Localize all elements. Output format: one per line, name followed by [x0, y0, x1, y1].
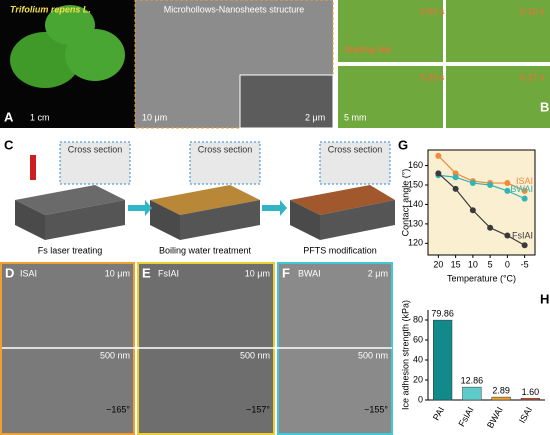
panel-label: D	[5, 265, 14, 280]
x-tick-label: 15	[451, 259, 461, 269]
leaflet	[45, 5, 95, 45]
point	[504, 187, 511, 194]
point	[521, 187, 528, 194]
point	[435, 170, 442, 177]
x-tick-label: 10	[468, 259, 478, 269]
scale: 10 μm	[105, 268, 130, 278]
bar	[433, 319, 453, 401]
y-tick-label: 140	[408, 199, 423, 209]
scale: 1 cm	[30, 112, 50, 122]
point	[487, 182, 494, 188]
scale: 10 μm	[142, 112, 167, 122]
y-tick-label: 80	[413, 314, 423, 324]
cross-section: Cross section	[198, 144, 253, 154]
time: 0.00 s	[420, 6, 445, 16]
y-tick-label: 40	[413, 354, 423, 364]
panel-label: C	[4, 137, 14, 152]
time: 0.10 s	[520, 6, 545, 16]
process	[15, 141, 395, 240]
y-label: Ice adhesion strength (kPa)	[400, 300, 410, 410]
photo	[338, 0, 443, 62]
panel-label: B	[540, 99, 549, 114]
y-tick-label: 0	[418, 394, 423, 404]
sample: ISAI	[20, 268, 37, 278]
series-name: BWAI	[510, 184, 533, 194]
value-label: 79.86	[431, 309, 454, 319]
panel-label: E	[142, 265, 151, 280]
cross-section: Cross section	[328, 144, 383, 154]
y-tick-label: 120	[408, 238, 423, 248]
panel-label: H	[540, 291, 549, 306]
point	[435, 152, 442, 159]
panel-label: F	[282, 265, 290, 280]
point	[469, 180, 476, 187]
time: 0.23 s	[420, 72, 445, 82]
x-tick-label: 0	[505, 259, 510, 269]
photo	[338, 66, 443, 128]
series-name: FsIAI	[512, 231, 533, 241]
angle: ~157°	[246, 404, 270, 414]
structure: Microhollows-Nanosheets structure	[164, 4, 305, 14]
x-tick-label: ISAI	[517, 405, 534, 425]
panel-label: G	[398, 137, 408, 152]
y-tick-label: 130	[408, 218, 423, 228]
angle: ~155°	[364, 404, 388, 414]
bar	[520, 398, 540, 401]
scale: 500 nm	[100, 350, 130, 360]
value-label: 12.86	[461, 376, 484, 386]
step: PFTS modification	[303, 245, 377, 255]
scale: 500 nm	[240, 350, 270, 360]
sem-inset	[239, 74, 334, 129]
step: Boiling water treatment	[159, 245, 252, 255]
y-tick-label: 20	[413, 374, 423, 384]
y-label: Contact angle (°)	[400, 169, 410, 237]
point	[452, 185, 459, 192]
y-tick-label: 60	[413, 334, 423, 344]
point	[504, 180, 511, 187]
plot-bg	[427, 149, 536, 256]
sample: FsIAI	[158, 268, 179, 278]
start-line: Starting line	[344, 44, 392, 54]
x-label: Temperature (°C)	[447, 273, 516, 283]
point	[504, 232, 511, 239]
x-tick-label: 20	[433, 259, 443, 269]
time: 0.17 s	[520, 72, 545, 82]
x-tick-label: BWAI	[485, 405, 505, 430]
leaflet	[10, 32, 80, 88]
point	[521, 195, 528, 202]
x-tick-label: 5	[488, 259, 493, 269]
bar	[462, 386, 482, 401]
value-label: 1.60	[522, 387, 540, 397]
scale: 2 μm	[305, 112, 325, 122]
scale: 5 mm	[344, 112, 367, 122]
panel-label: A	[4, 109, 14, 124]
scale: 10 μm	[245, 268, 270, 278]
sample: BWAI	[298, 268, 321, 278]
photo	[446, 66, 550, 128]
point	[521, 242, 528, 249]
y-tick-label: 160	[408, 160, 423, 170]
x-tick-label: -5	[521, 259, 529, 269]
x-tick-label: FsIAI	[456, 405, 475, 428]
scale: 500 nm	[358, 350, 388, 360]
cross-section: Cross section	[68, 144, 123, 154]
species: Trifolium repens L.	[10, 4, 91, 14]
x-tick-label: PAI	[431, 405, 447, 422]
step: Fs laser treating	[38, 245, 103, 255]
point	[452, 174, 459, 181]
photo	[446, 0, 550, 62]
point	[487, 224, 494, 231]
point	[469, 207, 476, 214]
value-label: 2.89	[492, 385, 510, 395]
angle: ~165°	[106, 404, 130, 414]
scale: 2 μm	[368, 268, 388, 278]
series-name: ISAI	[516, 176, 533, 186]
series-line	[437, 155, 525, 192]
y-tick-label: 150	[408, 179, 423, 189]
series-line	[437, 172, 525, 246]
bar	[491, 396, 511, 401]
